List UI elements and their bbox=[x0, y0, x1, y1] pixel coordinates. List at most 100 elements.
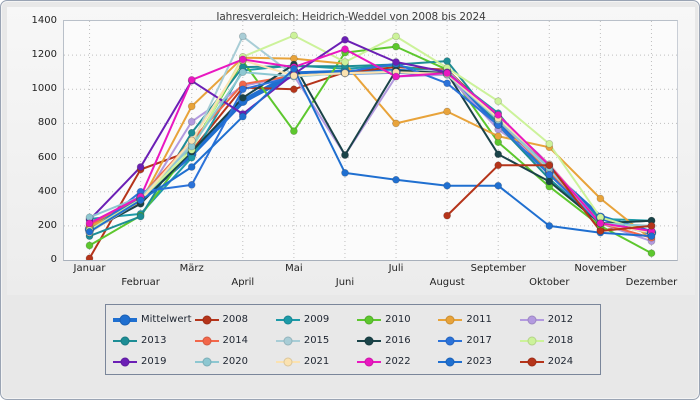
y-tick-label: 400 bbox=[37, 185, 57, 197]
series-marker bbox=[341, 45, 349, 54]
legend-swatch-icon bbox=[194, 335, 219, 346]
legend-item-label: 2018 bbox=[547, 335, 574, 346]
series-marker bbox=[136, 212, 145, 221]
series-marker bbox=[290, 64, 298, 73]
series-marker bbox=[596, 227, 605, 235]
series-marker bbox=[494, 150, 503, 159]
x-tick-label: Juli bbox=[388, 263, 404, 274]
series-marker bbox=[238, 85, 247, 94]
legend-item-label: 2022 bbox=[385, 356, 411, 367]
y-tick-label: 800 bbox=[37, 117, 57, 129]
legend-item-2018[interactable]: 2018 bbox=[517, 330, 598, 351]
series-marker bbox=[596, 194, 605, 203]
legend-swatch-icon bbox=[438, 314, 463, 325]
x-tick-label: September bbox=[470, 263, 526, 274]
legend-item-2011[interactable]: 2011 bbox=[435, 309, 516, 330]
series-marker bbox=[290, 127, 298, 135]
legend-item-2017[interactable]: 2017 bbox=[435, 330, 516, 351]
series-marker bbox=[443, 211, 451, 220]
legend-grid: Mittelwert 2008 2009 2010 2011 2012 2013 2014 20… bbox=[110, 309, 598, 372]
series-marker bbox=[647, 222, 656, 230]
legend-item-2014[interactable]: 2014 bbox=[192, 330, 273, 351]
y-tick-label: 1200 bbox=[31, 49, 57, 61]
series-marker bbox=[494, 132, 503, 141]
series-marker bbox=[187, 102, 196, 111]
legend-swatch-icon bbox=[113, 314, 137, 325]
series-marker bbox=[136, 163, 145, 171]
series-marker bbox=[443, 79, 451, 88]
series-marker bbox=[392, 58, 400, 66]
legend-item-2012[interactable]: 2012 bbox=[517, 309, 598, 330]
series-marker bbox=[443, 69, 451, 77]
legend-swatch-icon bbox=[275, 335, 300, 346]
legend-swatch-icon bbox=[438, 335, 463, 346]
series-marker bbox=[647, 249, 656, 258]
legend-item-2016[interactable]: 2016 bbox=[354, 330, 435, 351]
series-marker bbox=[341, 58, 349, 66]
series-line bbox=[88, 34, 653, 234]
legend-swatch-icon bbox=[357, 335, 382, 346]
series-lines bbox=[84, 31, 657, 260]
series-line bbox=[88, 67, 653, 238]
legend-item-2023[interactable]: 2023 bbox=[435, 351, 516, 372]
x-tick-label: Dezember bbox=[625, 277, 678, 288]
legend-swatch-icon bbox=[194, 314, 219, 325]
legend-item-2009[interactable]: 2009 bbox=[273, 309, 354, 330]
series-marker bbox=[290, 71, 298, 80]
legend-item-2010[interactable]: 2010 bbox=[354, 309, 435, 330]
legend-swatch-icon bbox=[194, 356, 219, 367]
series-marker bbox=[187, 76, 196, 84]
legend-item-2019[interactable]: 2019 bbox=[110, 351, 192, 372]
series-marker bbox=[238, 93, 247, 102]
legend-item-2015[interactable]: 2015 bbox=[273, 330, 354, 351]
legend-item-2021[interactable]: 2021 bbox=[273, 351, 354, 372]
series-marker bbox=[341, 169, 349, 177]
legend-item-2022[interactable]: 2022 bbox=[354, 351, 435, 372]
legend-item-mittelwert[interactable]: Mittelwert bbox=[110, 309, 192, 330]
x-tick-label: April bbox=[231, 277, 255, 288]
series-marker bbox=[392, 32, 400, 41]
y-tick-label: 1000 bbox=[31, 83, 57, 95]
legend-swatch-icon bbox=[113, 356, 137, 367]
x-axis-ticks: Januar Februar März April Mai Juni Juli August S… bbox=[63, 263, 678, 295]
series-marker bbox=[494, 161, 503, 170]
series-marker bbox=[545, 161, 554, 170]
legend-item-label: 2015 bbox=[303, 335, 330, 346]
series-marker bbox=[238, 32, 247, 41]
legend-item-2013[interactable]: 2013 bbox=[110, 330, 192, 351]
series-marker bbox=[392, 42, 400, 51]
y-tick-label: 200 bbox=[37, 219, 57, 231]
legend-item-2024[interactable]: 2024 bbox=[517, 351, 598, 372]
x-tick-label: November bbox=[574, 263, 627, 274]
legend-item-2020[interactable]: 2020 bbox=[192, 351, 273, 372]
legend-item-label: Mittelwert bbox=[141, 314, 192, 325]
series-marker bbox=[136, 196, 145, 205]
legend: Mittelwert 2008 2009 2010 2011 2012 2013 2014 20… bbox=[105, 304, 601, 375]
y-tick-label: 600 bbox=[37, 151, 57, 163]
series-marker bbox=[545, 222, 554, 230]
plot-area bbox=[63, 20, 678, 261]
series-marker bbox=[85, 254, 94, 260]
legend-swatch-icon bbox=[275, 356, 300, 367]
series-marker bbox=[85, 227, 94, 236]
series-marker bbox=[341, 35, 349, 44]
series-marker bbox=[187, 117, 196, 126]
series-marker bbox=[443, 107, 451, 116]
legend-item-2008[interactable]: 2008 bbox=[192, 309, 273, 330]
legend-item-label: 2019 bbox=[141, 356, 167, 367]
series-marker bbox=[494, 97, 503, 106]
legend-item-label: 2009 bbox=[303, 314, 330, 325]
x-tick-label: Oktober bbox=[529, 277, 570, 288]
legend-item-label: 2011 bbox=[466, 314, 492, 325]
series-marker bbox=[290, 31, 298, 40]
legend-item-label: 2020 bbox=[222, 356, 248, 367]
series-marker bbox=[647, 232, 656, 240]
series-marker bbox=[238, 68, 247, 77]
legend-swatch-icon bbox=[357, 314, 382, 325]
legend-swatch-icon bbox=[519, 356, 544, 367]
legend-item-label: 2017 bbox=[466, 335, 492, 346]
chart-panel: Jahresvergleich: Heidrich-Weddel von 200… bbox=[7, 7, 695, 295]
legend-item-label: 2014 bbox=[222, 335, 248, 346]
legend-swatch-icon bbox=[519, 314, 544, 325]
series-marker bbox=[238, 55, 247, 64]
